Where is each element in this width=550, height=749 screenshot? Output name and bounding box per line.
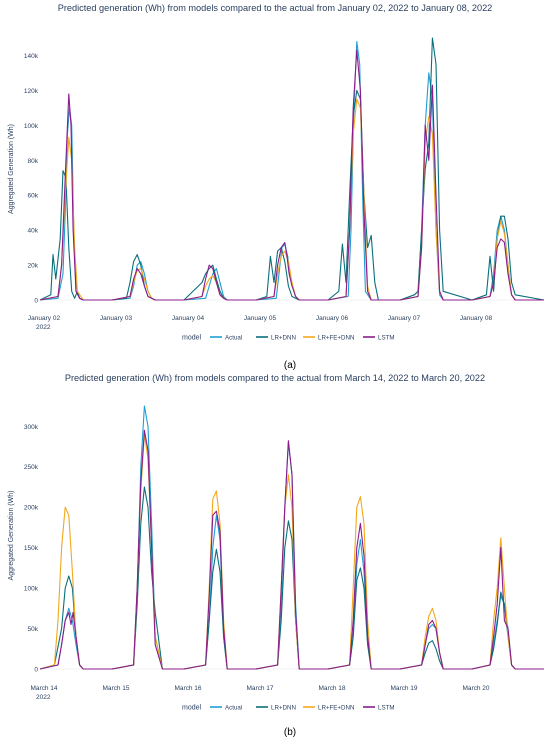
legend-label-lr-fe-dnn: LR+FE+DNN	[318, 334, 354, 341]
chart-panel-a: Predicted generation (Wh) from models co…	[8, 3, 545, 371]
legend-label-lr-dnn: LR+DNN	[271, 704, 296, 711]
x-tick-label: January 08	[460, 315, 493, 322]
x-tick-label: March 20	[462, 685, 489, 692]
y-axis-label: Aggregated Generation (Wh)	[8, 491, 15, 581]
x-tick-label: March 16	[174, 685, 201, 692]
series-line-actual	[39, 40, 544, 301]
series-line-lr-dnn	[39, 37, 545, 301]
x-year-label: 2022	[36, 694, 51, 701]
y-tick-label: 140k	[24, 53, 39, 60]
y-tick-label: 100k	[24, 123, 39, 130]
y-tick-label: 80k	[28, 158, 39, 165]
x-tick-label: January 07	[388, 315, 421, 322]
series-line-lr-fe-dnn	[39, 98, 544, 301]
legend-label-lstm: LSTM	[378, 704, 395, 711]
y-tick-label: 40k	[28, 228, 39, 235]
series-line-lstm	[39, 429, 544, 670]
legend: model Actual LR+DNN LR+FE+DNN LSTM	[182, 334, 395, 341]
x-tick-label: January 02	[28, 315, 61, 322]
y-tick-label: 0	[34, 298, 38, 305]
y-tick-label: 60k	[28, 193, 39, 200]
y-tick-label: 150k	[24, 545, 39, 552]
legend-label-actual: Actual	[225, 334, 242, 341]
y-tick-label: 250k	[24, 464, 39, 471]
legend: model Actual LR+DNN LR+FE+DNN LSTM	[182, 704, 395, 711]
chart-panel-b: Predicted generation (Wh) from models co…	[8, 373, 544, 738]
panel-label: (b)	[284, 727, 296, 738]
y-axis-label: Aggregated Generation (Wh)	[8, 124, 15, 214]
legend-label-lstm: LSTM	[378, 334, 395, 341]
x-tick-label: January 04	[172, 315, 205, 322]
y-tick-label: 100k	[24, 586, 39, 593]
x-tick-label: March 15	[102, 685, 129, 692]
x-tick-label: March 17	[246, 685, 273, 692]
chart-title: Predicted generation (Wh) from models co…	[58, 3, 493, 13]
series-line-lstm	[39, 49, 544, 301]
legend-title: model	[182, 335, 202, 342]
y-tick-label: 50k	[28, 626, 39, 633]
x-tick-label: January 06	[316, 315, 349, 322]
x-tick-label: January 05	[244, 315, 277, 322]
x-tick-label: January 03	[100, 315, 133, 322]
y-tick-label: 120k	[24, 88, 39, 95]
x-tick-label: March 18	[318, 685, 345, 692]
x-tick-label: March 19	[390, 685, 417, 692]
y-tick-label: 20k	[28, 263, 39, 270]
y-tick-label: 200k	[24, 505, 39, 512]
panel-label: (a)	[284, 360, 296, 371]
legend-label-lr-fe-dnn: LR+FE+DNN	[318, 704, 354, 711]
x-year-label: 2022	[36, 324, 51, 331]
y-tick-label: 0	[34, 667, 38, 674]
legend-label-lr-dnn: LR+DNN	[271, 334, 296, 341]
chart-title: Predicted generation (Wh) from models co…	[65, 373, 485, 383]
x-tick-label: March 14	[30, 685, 57, 692]
legend-title: model	[182, 705, 202, 712]
y-tick-label: 300k	[24, 424, 39, 431]
legend-label-actual: Actual	[225, 704, 242, 711]
